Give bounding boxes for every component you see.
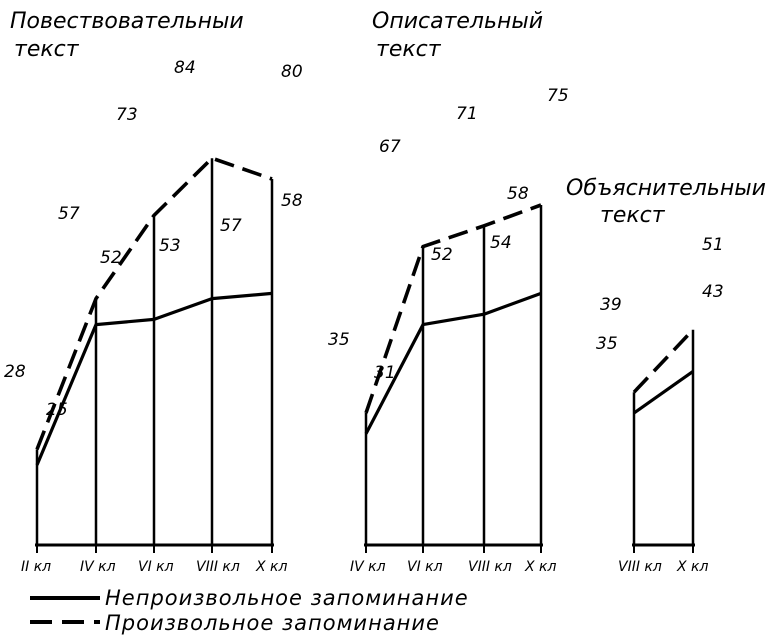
panel1-category-label: IV кл bbox=[80, 559, 116, 575]
panel2-title-line2: текст bbox=[376, 37, 442, 62]
panel2-solid-data-label: 31 bbox=[374, 363, 396, 383]
panel1-title-line1: Повествовательныи bbox=[10, 9, 244, 34]
panel3-dashed-data-label: 39 bbox=[600, 295, 622, 315]
panel1-category-label: X кл bbox=[255, 559, 287, 575]
panel2-dashed-data-label: 67 bbox=[379, 137, 401, 157]
panel1-solid-data-label: 25 bbox=[46, 400, 68, 420]
legend-solid-label: Непроизвольное запоминание bbox=[105, 586, 469, 610]
panel1-dashed-data-label: 57 bbox=[58, 204, 80, 224]
panel2-series-dashed-line bbox=[364, 203, 542, 414]
panel1-solid-data-label: 57 bbox=[220, 216, 242, 236]
panel2-category-label: X кл bbox=[524, 559, 556, 575]
panel1-solid-data-label: 58 bbox=[281, 191, 303, 211]
panel2-solid-data-label: 58 bbox=[507, 184, 529, 204]
panel1-dashed-data-label: 84 bbox=[174, 58, 196, 78]
panel3-dashed-data-label: 51 bbox=[702, 235, 724, 255]
panel1-solid-data-label: 53 bbox=[159, 236, 181, 256]
panel2-category-label: IV кл bbox=[350, 559, 386, 575]
plot-layer: 25 28 52 57 53 73 57 84 58 80 II кл IV кл VI кл VIII … bbox=[4, 58, 724, 575]
panel3-category-label: X кл bbox=[676, 559, 708, 575]
panel1-dashed-data-label: 28 bbox=[4, 362, 26, 382]
panel2-category-label: VI кл bbox=[407, 559, 443, 575]
panel1-series-dashed-line bbox=[35, 156, 273, 451]
panel1-title-line2: текст bbox=[14, 37, 80, 62]
panel2-title-line1: Описательный bbox=[372, 9, 543, 34]
panel2-category-label: VIII кл bbox=[468, 559, 512, 575]
panel2-dashed-data-label: 71 bbox=[456, 104, 478, 124]
panel2-series-solid-line bbox=[364, 291, 542, 435]
panel3-series-solid-line bbox=[633, 370, 694, 415]
panel1-category-label: II кл bbox=[21, 559, 51, 575]
panel1-dashed-data-label: 73 bbox=[116, 105, 138, 125]
panel2-dashed-data-label: 75 bbox=[547, 86, 569, 106]
panel1-series-solid-line bbox=[35, 291, 273, 466]
panel3-title-line2: текст bbox=[600, 203, 666, 228]
panel2-dashed-data-label: 35 bbox=[328, 330, 350, 350]
panel3-title-line1: Объяснительныи bbox=[566, 176, 766, 201]
panel3-solid-data-label: 43 bbox=[702, 282, 724, 302]
panel2-solid-data-label: 54 bbox=[490, 233, 512, 253]
panel3-category-label: VIII кл bbox=[618, 559, 662, 575]
panel1-category-label: VIII кл bbox=[196, 559, 240, 575]
panel1-category-label: VI кл bbox=[138, 559, 174, 575]
panel1-solid-data-label: 52 bbox=[100, 248, 122, 268]
panel3-series-dashed-line bbox=[632, 328, 695, 394]
panel1-dashed-data-label: 80 bbox=[281, 62, 303, 82]
panel3-solid-data-label: 35 bbox=[596, 334, 618, 354]
legend-dashed-label: Произвольное запоминание bbox=[105, 611, 440, 635]
panel2-solid-data-label: 52 bbox=[431, 245, 453, 265]
